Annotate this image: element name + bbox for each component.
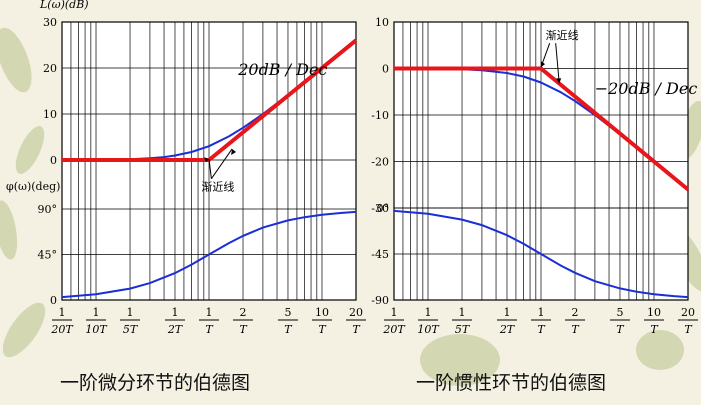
phase-series <box>393 209 689 299</box>
leaf-decoration-left <box>0 27 46 358</box>
x-tick-denominator: T <box>571 323 580 336</box>
plot-frame <box>393 21 689 301</box>
x-tick-denominator: 2T <box>167 323 184 336</box>
x-tick-label: 20 T <box>346 306 366 336</box>
x-tick-label: 15T <box>120 306 141 336</box>
x-tick-denominator: 20T <box>382 323 406 336</box>
annotation-arrowhead <box>541 61 545 68</box>
x-tick-denominator: T <box>239 323 248 336</box>
x-tick-denominator: T <box>352 323 361 336</box>
x-tick-denominator: T <box>650 323 659 336</box>
x-tick-numerator: 1 <box>425 306 432 319</box>
x-tick-numerator: 2 <box>240 306 247 319</box>
x-tick-numerator: 1 <box>206 306 213 319</box>
x-tick-numerator: 1 <box>538 306 545 319</box>
x-tick-numerator: 10 <box>647 306 661 319</box>
x-tick-denominator: T <box>284 323 293 336</box>
slope-label: 20dB / Dec <box>237 60 327 79</box>
phase-tick-label: 90° <box>38 203 58 216</box>
annotation-arrow <box>208 159 212 179</box>
x-tick-label: 2T <box>233 306 254 336</box>
x-tick-denominator: 10T <box>85 323 108 336</box>
x-tick-denominator: 10T <box>417 323 440 336</box>
magnitude-series <box>393 66 690 192</box>
x-tick-numerator: 1 <box>391 306 398 319</box>
slope-label: −20dB / Dec <box>595 79 698 98</box>
x-tick-denominator: T <box>318 323 327 336</box>
x-tick-denominator: T <box>684 323 693 336</box>
mag-tick-label: -30 <box>371 202 389 215</box>
x-tick-label: 5T <box>609 306 630 336</box>
left-caption: 一阶微分环节的伯德图 <box>60 372 251 394</box>
x-tick-numerator: 5 <box>616 306 623 319</box>
annotation-arrow <box>210 148 233 179</box>
phase-tick-label: -45 <box>371 248 389 261</box>
asymptote-label: 渐近线 <box>201 180 234 194</box>
x-tick-denominator: T <box>205 323 214 336</box>
x-tick-denominator: 2T <box>499 323 516 336</box>
mag-tick-label: -10 <box>371 109 389 122</box>
x-tick-numerator: 20 <box>349 306 363 319</box>
annotation-arrow <box>555 43 560 84</box>
mag-tick-label: 20 <box>43 62 57 75</box>
asymptote-label: 渐近线 <box>546 28 579 42</box>
x-tick-numerator: 20 <box>681 306 695 319</box>
asymptote-annotation: 渐近线 <box>540 28 579 84</box>
phase-series <box>61 210 357 299</box>
bode-panel-differential: 0102030045°90°L(ω)(dB)φ(ω)(deg)120T110T1… <box>6 0 366 336</box>
x-tick-label: 12T <box>164 306 185 336</box>
asymptote-annotation: 渐近线 <box>201 148 237 194</box>
x-tick-numerator: 10 <box>315 306 329 319</box>
x-tick-numerator: 1 <box>503 306 510 319</box>
x-tick-label: 12T <box>496 306 517 336</box>
phase-tick-label: 0 <box>50 294 57 307</box>
right-caption: 一阶惯性环节的伯德图 <box>416 372 607 394</box>
x-tick-label: 10 T <box>643 306 664 336</box>
magnitude-asymptote-line <box>394 66 690 192</box>
phase-tick-label: -90 <box>371 294 389 307</box>
x-tick-numerator: 1 <box>59 306 66 319</box>
annotation-arrowhead <box>204 157 209 163</box>
bode-panel-inertial: -30-20-10010-90-450°120T110T15T12T1T2T5T… <box>371 16 698 336</box>
x-tick-label: 1T <box>199 306 219 336</box>
annotation-arrowhead <box>231 148 237 155</box>
phase-exact-line <box>61 210 357 299</box>
x-tick-denominator: 5T <box>123 323 139 336</box>
mag-tick-label: 0 <box>50 154 57 167</box>
mag-tick-label: -20 <box>371 156 389 169</box>
x-tick-label: 1T <box>531 306 551 336</box>
mag-tick-label: 10 <box>375 16 389 29</box>
x-tick-label: 20 T <box>678 306 698 336</box>
x-tick-label: 5T <box>277 306 298 336</box>
phase-tick-label: 45° <box>38 249 58 262</box>
phase-tick-label: 0° <box>377 202 390 215</box>
mag-tick-label: 10 <box>43 108 57 121</box>
x-tick-numerator: 1 <box>93 306 100 319</box>
x-tick-numerator: 1 <box>459 306 466 319</box>
x-tick-label: 10 T <box>311 306 332 336</box>
mag-axis-label: L(ω)(dB) <box>39 0 89 11</box>
x-tick-denominator: T <box>537 323 546 336</box>
x-tick-label: 15T <box>452 306 473 336</box>
x-tick-numerator: 1 <box>171 306 178 319</box>
x-tick-numerator: 1 <box>127 306 134 319</box>
x-tick-numerator: 5 <box>284 306 291 319</box>
phase-axis-label: φ(ω)(deg) <box>6 180 60 193</box>
phase-exact-line <box>393 209 689 299</box>
x-tick-label: 2T <box>565 306 586 336</box>
x-tick-denominator: 5T <box>455 323 471 336</box>
annotation-arrowhead <box>556 78 562 84</box>
mag-tick-label: 30 <box>43 16 57 29</box>
x-tick-denominator: T <box>616 323 625 336</box>
mag-tick-label: 0 <box>382 63 389 76</box>
x-tick-numerator: 2 <box>572 306 579 319</box>
x-tick-denominator: 20T <box>50 323 74 336</box>
